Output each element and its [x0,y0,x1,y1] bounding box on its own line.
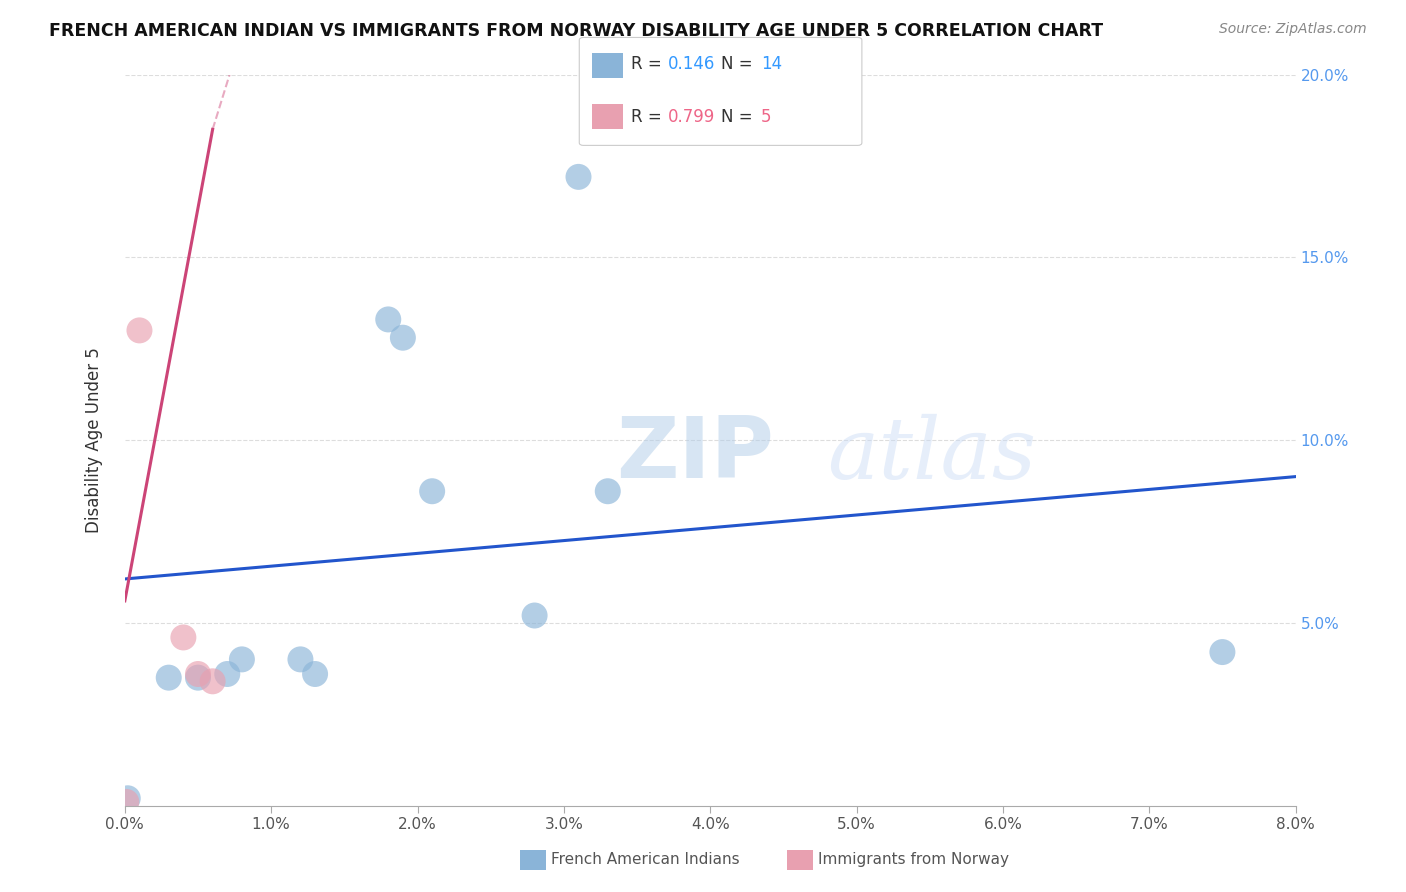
Text: 14: 14 [761,55,782,73]
Y-axis label: Disability Age Under 5: Disability Age Under 5 [86,347,103,533]
Text: N =: N = [721,55,752,73]
Text: FRENCH AMERICAN INDIAN VS IMMIGRANTS FROM NORWAY DISABILITY AGE UNDER 5 CORRELAT: FRENCH AMERICAN INDIAN VS IMMIGRANTS FRO… [49,22,1104,40]
Text: Immigrants from Norway: Immigrants from Norway [818,853,1010,867]
Point [217,667,239,681]
Point [157,671,180,685]
Point [1211,645,1233,659]
Text: 0.799: 0.799 [668,108,716,126]
Point [290,652,312,666]
Point [117,791,139,805]
Point [567,169,589,184]
Point [128,323,150,337]
Point [377,312,399,326]
Point [304,667,326,681]
Text: R =: R = [631,108,668,126]
Text: N =: N = [721,108,752,126]
Text: atlas: atlas [827,413,1036,496]
Point [115,795,138,809]
Text: Source: ZipAtlas.com: Source: ZipAtlas.com [1219,22,1367,37]
Point [523,608,546,623]
Point [187,667,209,681]
Point [392,331,415,345]
Text: 5: 5 [761,108,770,126]
Text: R =: R = [631,55,668,73]
Point [187,671,209,685]
Point [596,484,619,499]
Text: 0.146: 0.146 [668,55,716,73]
Point [231,652,253,666]
Text: ZIP: ZIP [617,413,775,496]
Text: French American Indians: French American Indians [551,853,740,867]
Point [172,631,194,645]
Point [201,674,224,689]
Point [420,484,443,499]
